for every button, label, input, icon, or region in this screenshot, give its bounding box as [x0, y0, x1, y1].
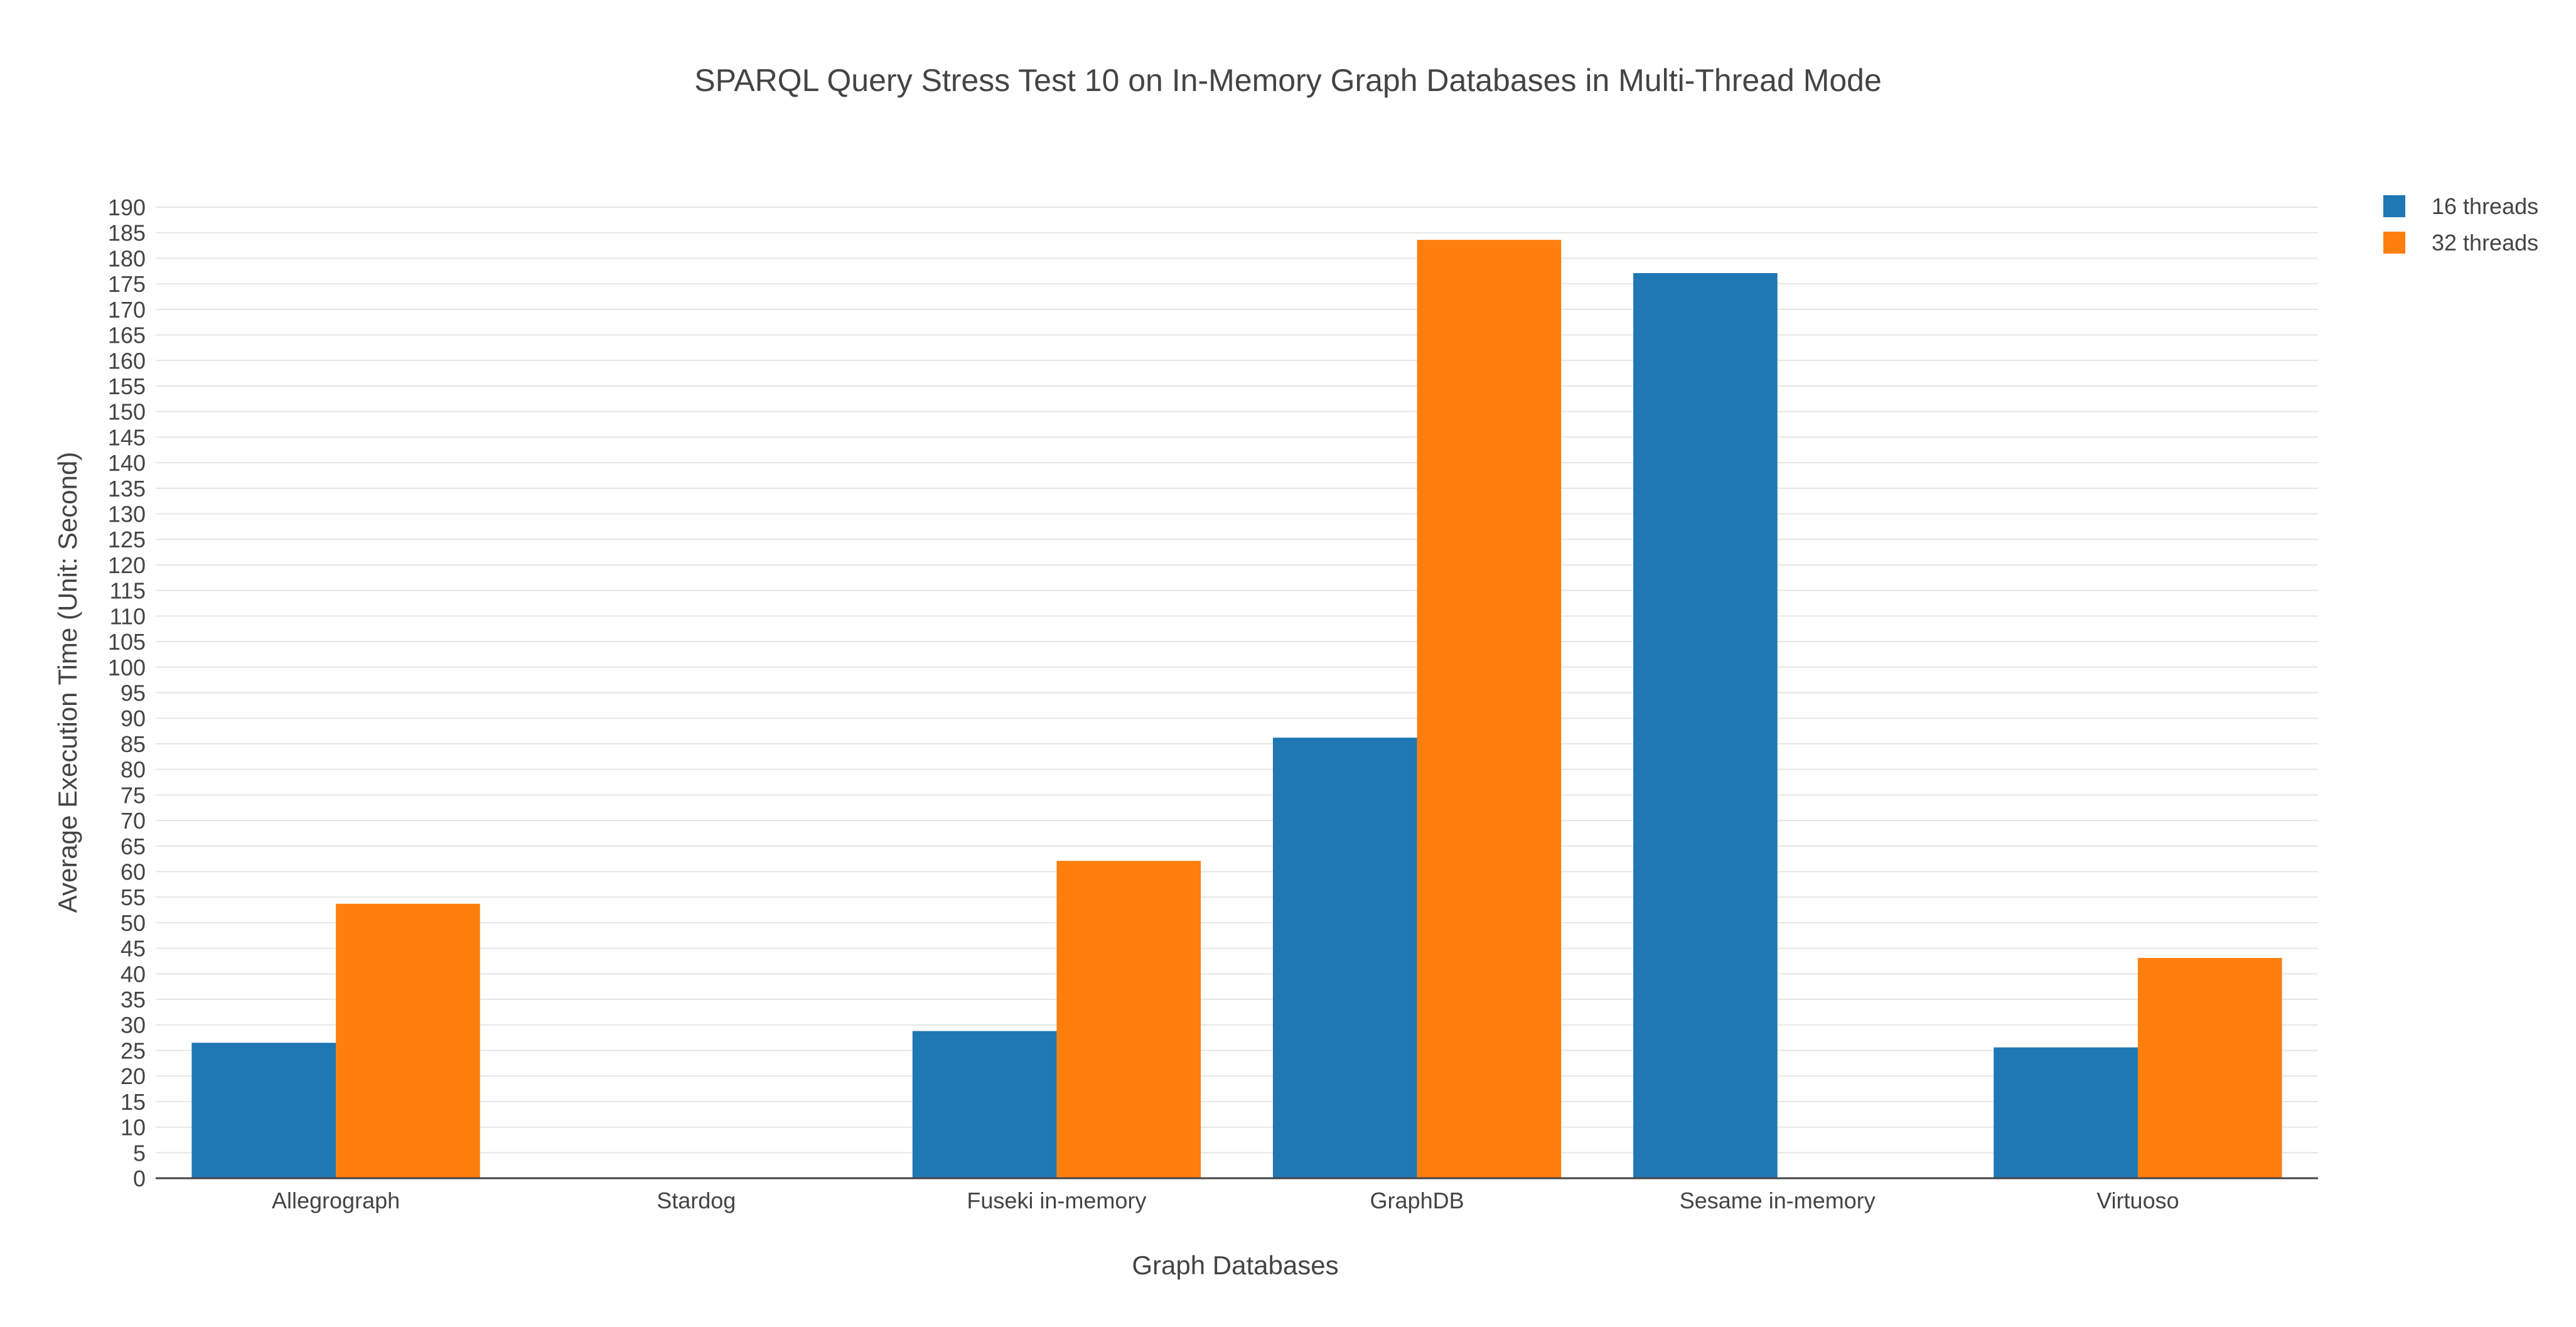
y-tick-label: 130	[108, 502, 146, 527]
x-tick-label: GraphDB	[1370, 1188, 1464, 1213]
bars	[191, 240, 2282, 1178]
legend[interactable]: 16 threads 32 threads	[2383, 193, 2538, 255]
legend-label: 32 threads	[2432, 230, 2538, 255]
x-tick-label: Virtuoso	[2096, 1188, 2179, 1213]
y-tick-label: 20	[121, 1063, 146, 1089]
y-axis-title: Average Execution Time (Unit: Second)	[53, 452, 82, 913]
bar-16-threads-virtuoso[interactable]	[1994, 1047, 2138, 1178]
y-tick-label: 190	[108, 195, 146, 220]
y-tick-label: 105	[108, 629, 146, 655]
y-tick-label: 5	[133, 1140, 146, 1166]
x-tick-labels: Allegrograph Stardog Fuseki in-memory Graph…	[272, 1188, 2179, 1213]
chart-title: SPARQL Query Stress Test 10 on In-Memory…	[694, 63, 1882, 98]
x-tick-label: Allegrograph	[272, 1188, 400, 1213]
y-tick-label: 175	[108, 271, 146, 297]
gridlines	[156, 207, 2318, 1154]
y-tick-label: 90	[121, 706, 146, 731]
bar-16-threads-graphdb[interactable]	[1272, 738, 1417, 1178]
x-axis-title: Graph Databases	[1132, 1250, 1338, 1280]
y-tick-label: 85	[121, 731, 146, 757]
bar-16-threads-sesame-in-memory[interactable]	[1633, 273, 1778, 1178]
y-tick-label: 60	[121, 859, 146, 884]
y-tick-label: 185	[108, 220, 146, 246]
y-tick-label: 70	[121, 808, 146, 834]
y-tick-label: 80	[121, 757, 146, 783]
x-tick-label: Sesame in-memory	[1680, 1188, 1876, 1213]
legend-swatch	[2383, 195, 2405, 217]
bar-32-threads-fuseki-in-memory[interactable]	[1056, 861, 1201, 1178]
y-tick-label: 125	[108, 527, 146, 552]
y-tick-label: 150	[108, 399, 146, 425]
legend-item[interactable]: 32 threads	[2383, 230, 2538, 255]
y-tick-label: 180	[108, 245, 146, 271]
x-tick-label: Fuseki in-memory	[967, 1188, 1146, 1213]
bar-32-threads-virtuoso[interactable]	[2137, 958, 2282, 1178]
bar-32-threads-allegrograph[interactable]	[336, 903, 480, 1178]
y-tick-label: 35	[121, 987, 146, 1013]
legend-label: 16 threads	[2432, 193, 2538, 219]
bar-16-threads-allegrograph[interactable]	[191, 1043, 336, 1178]
bar-16-threads-fuseki-in-memory[interactable]	[912, 1031, 1057, 1178]
y-tick-label: 45	[121, 936, 146, 962]
y-tick-label: 50	[121, 910, 146, 936]
y-tick-label: 0	[133, 1166, 146, 1191]
y-tick-label: 140	[108, 450, 146, 476]
y-tick-label: 155	[108, 373, 146, 399]
y-tick-label: 110	[110, 603, 146, 629]
x-tick-label: Stardog	[657, 1188, 736, 1213]
y-tick-label: 95	[121, 680, 146, 706]
y-tick-labels: 0510152025303540455055606570758085909510…	[108, 195, 146, 1191]
y-tick-label: 10	[121, 1115, 146, 1141]
y-tick-label: 15	[121, 1089, 146, 1115]
y-tick-label: 30	[121, 1013, 146, 1038]
y-tick-label: 55	[121, 884, 146, 910]
y-tick-label: 120	[108, 552, 146, 578]
y-tick-label: 170	[108, 297, 146, 323]
y-tick-label: 25	[121, 1038, 146, 1063]
bar-32-threads-graphdb[interactable]	[1417, 240, 1562, 1178]
y-tick-label: 135	[108, 476, 146, 502]
y-tick-label: 165	[108, 323, 146, 348]
y-tick-label: 115	[110, 578, 146, 604]
y-tick-label: 75	[121, 782, 146, 808]
y-tick-label: 65	[121, 834, 146, 859]
y-tick-label: 145	[108, 424, 146, 450]
legend-swatch	[2383, 232, 2405, 254]
y-tick-label: 160	[108, 348, 146, 373]
y-tick-label: 100	[108, 655, 146, 680]
y-tick-label: 40	[121, 961, 146, 987]
legend-item[interactable]: 16 threads	[2383, 193, 2538, 219]
